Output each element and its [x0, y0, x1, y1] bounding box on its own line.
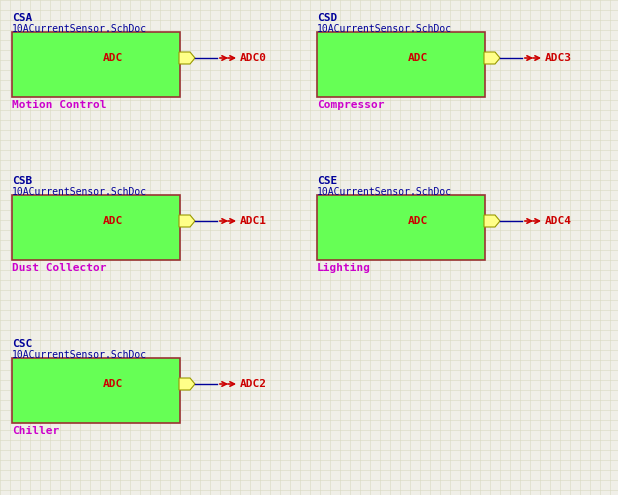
FancyBboxPatch shape [317, 32, 485, 97]
Text: Lighting: Lighting [317, 263, 371, 273]
Text: CSE: CSE [317, 176, 337, 186]
Text: ADC0: ADC0 [240, 53, 267, 63]
Polygon shape [179, 378, 195, 390]
Text: 10ACurrentSensor.SchDoc: 10ACurrentSensor.SchDoc [12, 24, 147, 34]
Text: ADC2: ADC2 [240, 379, 267, 389]
FancyBboxPatch shape [12, 32, 180, 97]
Text: ADC4: ADC4 [545, 216, 572, 226]
FancyBboxPatch shape [12, 358, 180, 423]
Text: ADC: ADC [103, 216, 123, 226]
Text: CSD: CSD [317, 13, 337, 23]
FancyBboxPatch shape [12, 195, 180, 260]
Text: ADC: ADC [408, 53, 428, 63]
Polygon shape [484, 52, 500, 64]
Text: Chiller: Chiller [12, 426, 59, 436]
Text: 10ACurrentSensor.SchDoc: 10ACurrentSensor.SchDoc [12, 187, 147, 197]
Polygon shape [179, 52, 195, 64]
Text: 10ACurrentSensor.SchDoc: 10ACurrentSensor.SchDoc [12, 350, 147, 360]
Text: ADC: ADC [103, 379, 123, 389]
Text: ADC: ADC [408, 216, 428, 226]
Polygon shape [484, 215, 500, 227]
Text: CSC: CSC [12, 339, 32, 349]
Polygon shape [179, 215, 195, 227]
Text: CSA: CSA [12, 13, 32, 23]
Text: Compressor: Compressor [317, 100, 384, 110]
Text: Dust Collector: Dust Collector [12, 263, 106, 273]
Text: ADC3: ADC3 [545, 53, 572, 63]
Text: ADC: ADC [103, 53, 123, 63]
Text: Motion Control: Motion Control [12, 100, 106, 110]
Text: ADC1: ADC1 [240, 216, 267, 226]
Text: 10ACurrentSensor.SchDoc: 10ACurrentSensor.SchDoc [317, 187, 452, 197]
Text: 10ACurrentSensor.SchDoc: 10ACurrentSensor.SchDoc [317, 24, 452, 34]
Text: CSB: CSB [12, 176, 32, 186]
FancyBboxPatch shape [317, 195, 485, 260]
